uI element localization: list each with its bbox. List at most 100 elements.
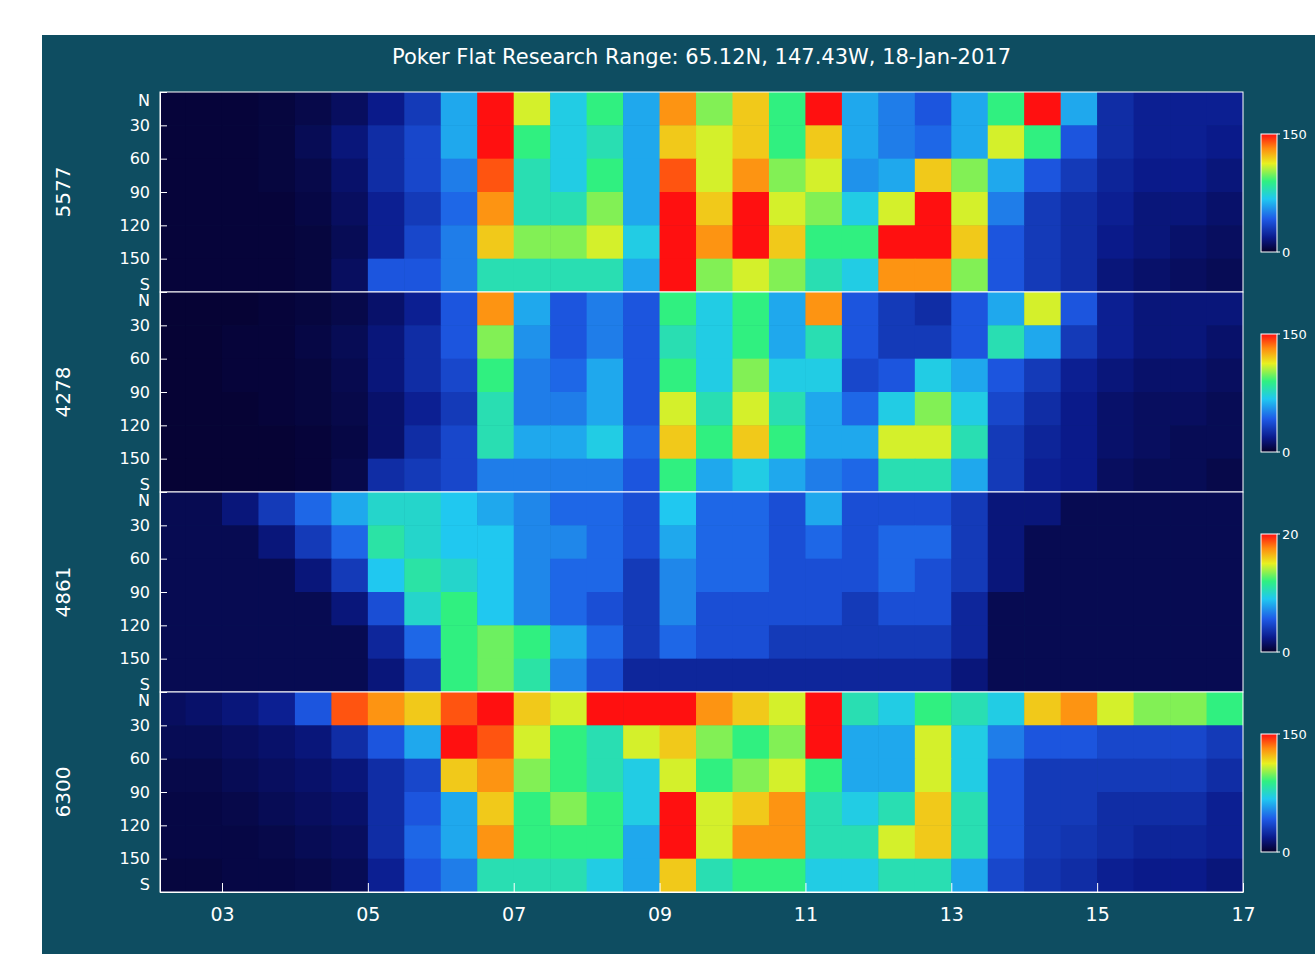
heatmap-cell bbox=[477, 259, 514, 292]
heatmap-cell bbox=[514, 325, 551, 359]
heatmap-cell bbox=[550, 859, 587, 892]
heatmap-cell bbox=[222, 859, 259, 892]
heatmap-cell bbox=[988, 759, 1025, 793]
heatmap-cell bbox=[988, 159, 1025, 193]
y-tick-label: 150 bbox=[119, 849, 150, 868]
heatmap-cell bbox=[1024, 592, 1061, 626]
x-tick-mark bbox=[368, 883, 369, 892]
heatmap-cell bbox=[331, 559, 368, 593]
heatmap-cell bbox=[1134, 825, 1171, 859]
y-tick-label: 60 bbox=[130, 149, 150, 168]
y-tick: 90 bbox=[130, 783, 167, 802]
heatmap-cell bbox=[769, 259, 806, 292]
heatmap-cell bbox=[222, 492, 259, 526]
heatmap-cell bbox=[623, 859, 660, 892]
heatmap-cell bbox=[331, 159, 368, 193]
heatmap-cell bbox=[1061, 825, 1098, 859]
heatmap-cell bbox=[951, 125, 988, 159]
heatmap-cell bbox=[732, 325, 769, 359]
heatmap-cell bbox=[404, 259, 441, 292]
heatmap-cell bbox=[769, 559, 806, 593]
heatmap-cell bbox=[988, 559, 1025, 593]
heatmap-cell bbox=[696, 792, 733, 826]
heatmap-cell bbox=[258, 225, 295, 259]
heatmap-cell bbox=[842, 192, 879, 226]
colorbar-tick bbox=[1277, 252, 1280, 253]
heatmap-cell bbox=[550, 259, 587, 292]
heatmap-cell bbox=[660, 425, 697, 459]
heatmap-cell bbox=[587, 325, 624, 359]
heatmap-cell bbox=[587, 692, 624, 726]
heatmap-cell bbox=[988, 525, 1025, 559]
y-tick: 90 bbox=[130, 183, 167, 202]
heatmap-cell bbox=[258, 659, 295, 692]
heatmap-cell bbox=[1061, 859, 1098, 892]
heatmap-cell bbox=[404, 659, 441, 692]
heatmap-cell bbox=[477, 525, 514, 559]
heatmap-cell bbox=[222, 692, 259, 726]
heatmap-cell bbox=[951, 525, 988, 559]
heatmap-cell bbox=[587, 525, 624, 559]
heatmap-cell bbox=[1061, 692, 1098, 726]
y-tick-label: 30 bbox=[130, 716, 150, 735]
heatmap-cell bbox=[514, 125, 551, 159]
heatmap-cell bbox=[186, 92, 223, 126]
y-tick-label: 150 bbox=[119, 649, 150, 668]
colorbar bbox=[1261, 534, 1277, 652]
heatmap-cell bbox=[550, 192, 587, 226]
x-axis: 0305070911131517 bbox=[161, 883, 1256, 925]
heatmap-cell bbox=[732, 492, 769, 526]
heatmap-cell bbox=[514, 459, 551, 492]
heatmap-cell bbox=[1024, 459, 1061, 492]
y-tick: 120 bbox=[119, 216, 167, 235]
heatmap-cell bbox=[1061, 225, 1098, 259]
heatmap-cell bbox=[1134, 92, 1171, 126]
heatmap-cell bbox=[331, 525, 368, 559]
y-tick-label: 60 bbox=[130, 349, 150, 368]
heatmap-cell bbox=[769, 92, 806, 126]
heatmap-cell bbox=[368, 759, 405, 793]
heatmap-cell bbox=[477, 759, 514, 793]
heatmap-cell bbox=[988, 259, 1025, 292]
heatmap-cell bbox=[660, 825, 697, 859]
heatmap-cell bbox=[769, 525, 806, 559]
heatmap-cell bbox=[404, 625, 441, 659]
heatmap-cell bbox=[769, 159, 806, 193]
heatmap-cell bbox=[477, 125, 514, 159]
heatmap-cell bbox=[1170, 559, 1207, 593]
heatmap-cell bbox=[1134, 492, 1171, 526]
plot-area bbox=[160, 292, 1243, 492]
colorbar-tick-label: 150 bbox=[1282, 127, 1307, 142]
heatmap-cell bbox=[1061, 559, 1098, 593]
heatmap-cell bbox=[1134, 659, 1171, 692]
y-tick-mark bbox=[160, 292, 167, 293]
heatmap-cell bbox=[1170, 192, 1207, 226]
heatmap-cell bbox=[732, 825, 769, 859]
heatmap-cell bbox=[623, 392, 660, 426]
heatmap-cell bbox=[295, 159, 332, 193]
heatmap-cell bbox=[878, 92, 915, 126]
y-tick-mark bbox=[160, 192, 167, 193]
heatmap-cell bbox=[441, 825, 478, 859]
heatmap-cell bbox=[842, 692, 879, 726]
heatmap-cell bbox=[1061, 492, 1098, 526]
heatmap-cell bbox=[1024, 859, 1061, 892]
heatmap-cell bbox=[1207, 592, 1243, 626]
heatmap-cell bbox=[368, 625, 405, 659]
heatmap-cell bbox=[160, 359, 186, 393]
heatmap-cell bbox=[696, 725, 733, 759]
heatmap-cell bbox=[878, 125, 915, 159]
heatmap-cell bbox=[186, 425, 223, 459]
x-tick: 05 bbox=[356, 883, 380, 925]
x-tick-mark bbox=[660, 883, 661, 892]
heatmap-cell bbox=[258, 359, 295, 393]
heatmap-cell bbox=[988, 225, 1025, 259]
heatmap-cell bbox=[550, 759, 587, 793]
heatmap-cell bbox=[732, 459, 769, 492]
heatmap-cell bbox=[769, 492, 806, 526]
heatmap-cell bbox=[587, 359, 624, 393]
heatmap-cell bbox=[368, 459, 405, 492]
heatmap-cell bbox=[368, 592, 405, 626]
heatmap-cell bbox=[915, 492, 952, 526]
heatmap-cell bbox=[696, 292, 733, 326]
